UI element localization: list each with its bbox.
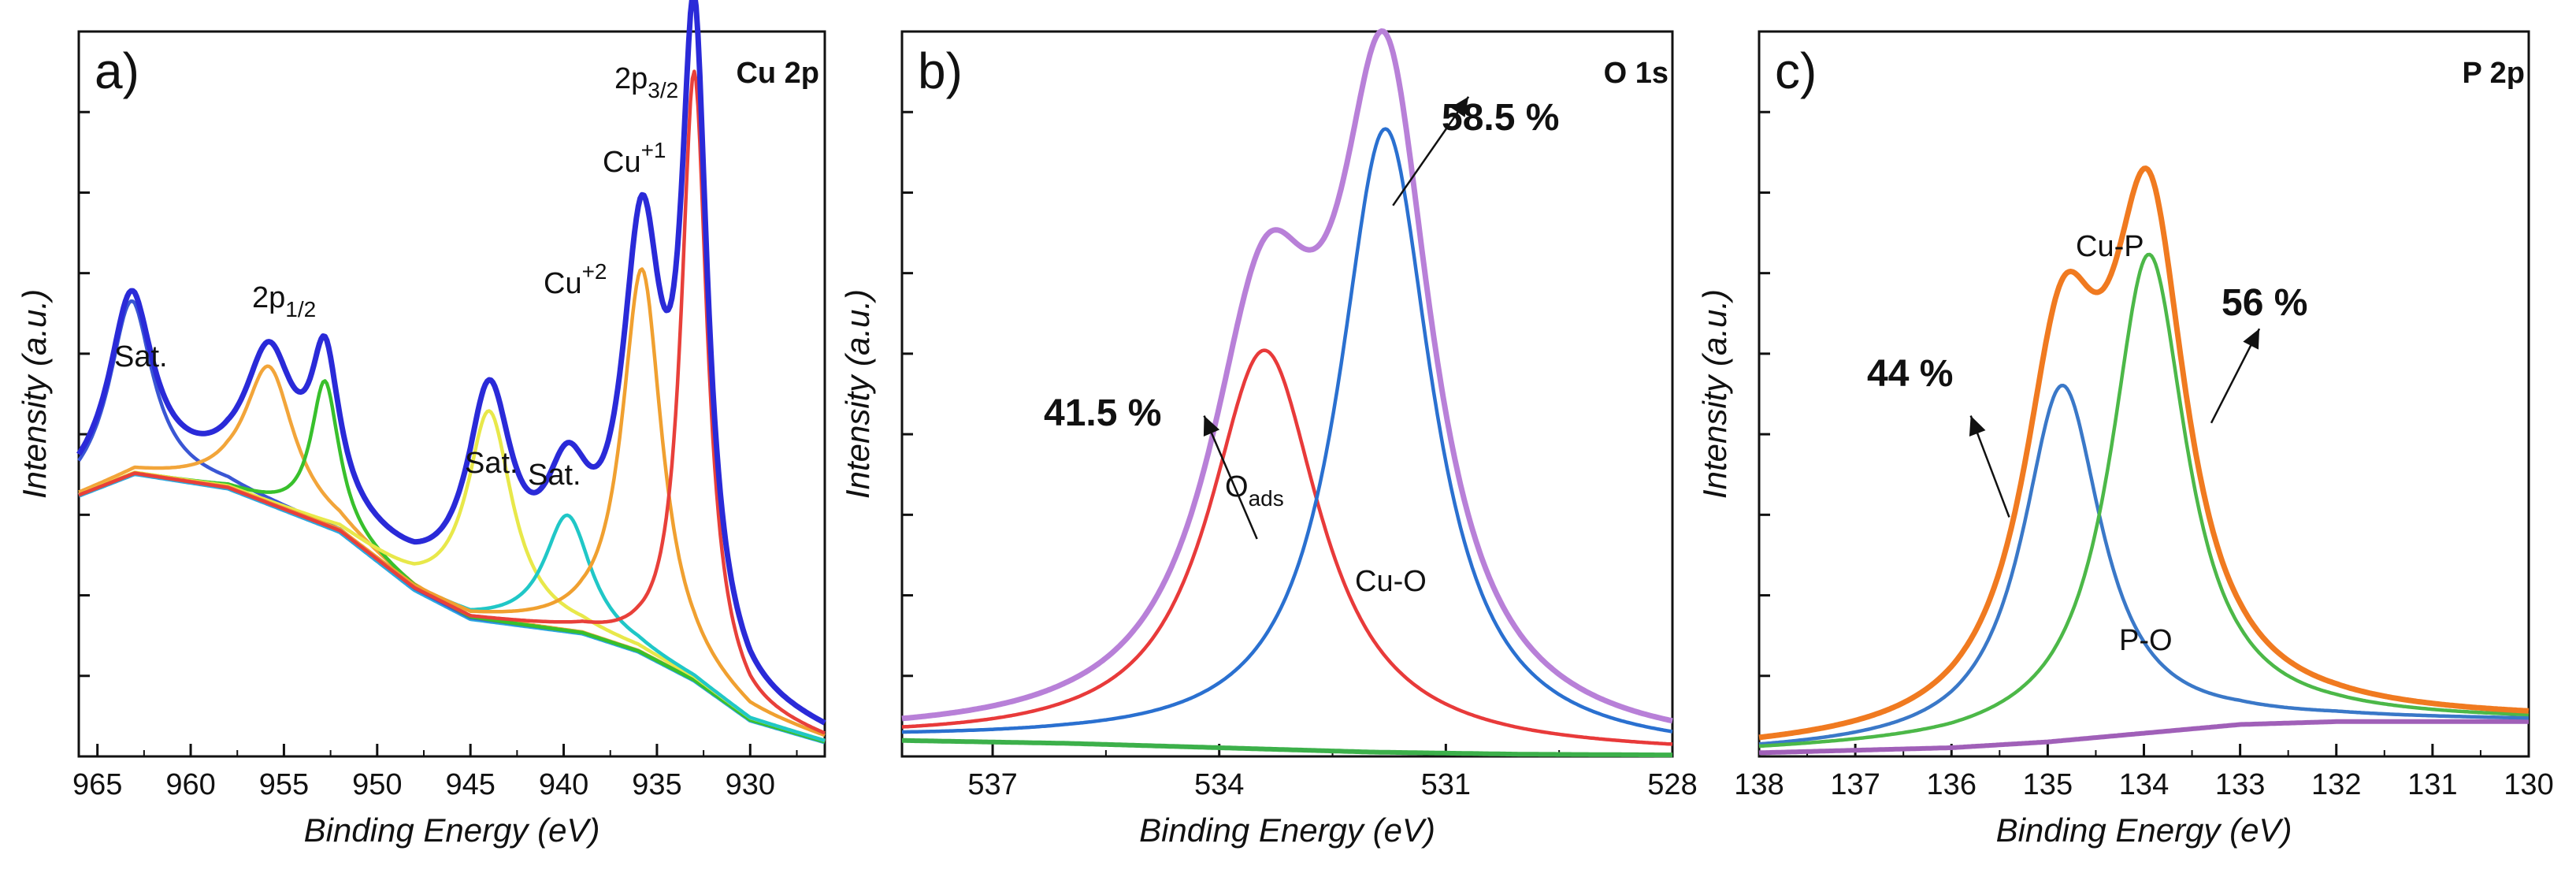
annotation: 2p1/2 bbox=[252, 281, 316, 321]
annotation: 41.5 % bbox=[1044, 392, 1161, 434]
x-axis-title: Binding Energy (eV) bbox=[304, 812, 600, 849]
series-line-envelope bbox=[1758, 165, 2530, 741]
annotation-subscript: 1/2 bbox=[285, 297, 316, 321]
annotation: 56 % bbox=[2222, 282, 2307, 324]
arrow-head bbox=[1203, 415, 1220, 437]
x-tick-label: 965 bbox=[72, 768, 122, 801]
panel-label: b) bbox=[918, 43, 963, 99]
annotation: Sat. bbox=[528, 459, 581, 492]
x-tick-label: 135 bbox=[2023, 768, 2073, 801]
x-tick-label: 133 bbox=[2215, 768, 2265, 801]
x-tick-label: 531 bbox=[1421, 768, 1471, 801]
annotation-main: 2p bbox=[252, 281, 285, 314]
series-group bbox=[76, 0, 826, 745]
x-axis-title: Binding Energy (eV) bbox=[1996, 812, 2292, 849]
annotation: Oads bbox=[1225, 470, 1284, 511]
annotation-superscript: +1 bbox=[641, 138, 666, 162]
x-tick-label: 528 bbox=[1647, 768, 1697, 801]
x-tick-label: 134 bbox=[2119, 768, 2169, 801]
annotation-superscript: +2 bbox=[582, 259, 607, 284]
chart-panel-2: 537 534 531 528 Binding Energy (eV) Intensity… bbox=[839, 28, 1698, 849]
x-tick-label: 131 bbox=[2407, 768, 2457, 801]
annotation-main: 2p bbox=[614, 62, 648, 95]
annotation: Cu-P bbox=[2076, 230, 2144, 263]
annotation: 58.5 % bbox=[1442, 97, 1559, 139]
annotation-subscript: 3/2 bbox=[648, 78, 678, 102]
annotation-main: Cu bbox=[603, 146, 641, 179]
element-label: P 2p bbox=[2462, 57, 2525, 90]
x-tick-label: 534 bbox=[1194, 768, 1244, 801]
arrow-line bbox=[1392, 96, 1470, 206]
x-tick-label: 537 bbox=[967, 768, 1017, 801]
panel-label: a) bbox=[95, 43, 139, 99]
x-tick-label: 940 bbox=[539, 768, 588, 801]
element-label: Cu 2p bbox=[736, 57, 819, 90]
series-line-background bbox=[1758, 719, 2530, 756]
series-line-envelope bbox=[900, 28, 1674, 724]
x-tick-label: 945 bbox=[445, 768, 495, 801]
series-group bbox=[900, 28, 1674, 758]
plot-frame bbox=[900, 30, 1674, 758]
series-group bbox=[1758, 165, 2530, 756]
arrow-head bbox=[1450, 96, 1469, 117]
arrow-head bbox=[1969, 415, 1986, 437]
x-tick-label: 950 bbox=[352, 768, 402, 801]
series-line-background bbox=[901, 738, 1673, 758]
series-line-cu-o bbox=[902, 127, 1673, 734]
series-line-p-o bbox=[1758, 383, 2529, 746]
annotation-main: Cu bbox=[544, 267, 582, 300]
panel-label: c) bbox=[1775, 43, 1817, 99]
arrow-line bbox=[1203, 415, 1258, 540]
chart-panel-3: 138 137 136 135 134 133 132 131 130 Binding Energ… bbox=[1696, 30, 2554, 849]
x-tick-label: 137 bbox=[1830, 768, 1880, 801]
x-tick-label: 136 bbox=[1927, 768, 1977, 801]
chart-panel-1: 965 960 955 950 945 940 935 930 Binding Energy (… bbox=[16, 0, 826, 849]
y-axis-title: Intensity (a.u.) bbox=[1696, 289, 1733, 499]
x-tick-label: 930 bbox=[726, 768, 775, 801]
annotation: Sat. bbox=[114, 340, 168, 373]
y-axis-title: Intensity (a.u.) bbox=[16, 289, 53, 499]
series-line-cu-p bbox=[1758, 252, 2530, 749]
x-tick-label: 132 bbox=[2311, 768, 2361, 801]
annotation: Cu+2 bbox=[544, 259, 607, 300]
x-tick-label: 955 bbox=[259, 768, 309, 801]
annotation: Sat. bbox=[465, 447, 518, 480]
annotation-main: O bbox=[1225, 470, 1249, 503]
annotation: P-O bbox=[2119, 624, 2173, 657]
annotation: 44 % bbox=[1867, 353, 1953, 395]
x-tick-label: 130 bbox=[2504, 768, 2553, 801]
y-axis-title: Intensity (a.u.) bbox=[839, 289, 876, 499]
annotation: Cu-O bbox=[1355, 565, 1427, 598]
element-label: O 1s bbox=[1604, 57, 1668, 90]
x-tick-label: 935 bbox=[632, 768, 681, 801]
annotation: Cu+1 bbox=[603, 138, 666, 179]
plot-frame bbox=[77, 30, 826, 758]
x-axis-title: Binding Energy (eV) bbox=[1139, 812, 1435, 849]
x-tick-label: 960 bbox=[165, 768, 215, 801]
annotation: 2p3/2 bbox=[614, 62, 678, 102]
series-line-o-ads bbox=[901, 348, 1673, 746]
series-line-envelope bbox=[76, 0, 826, 726]
annotation-subscript: ads bbox=[1249, 486, 1284, 511]
arrow-head bbox=[2243, 329, 2260, 350]
x-tick-label: 138 bbox=[1734, 768, 1784, 801]
